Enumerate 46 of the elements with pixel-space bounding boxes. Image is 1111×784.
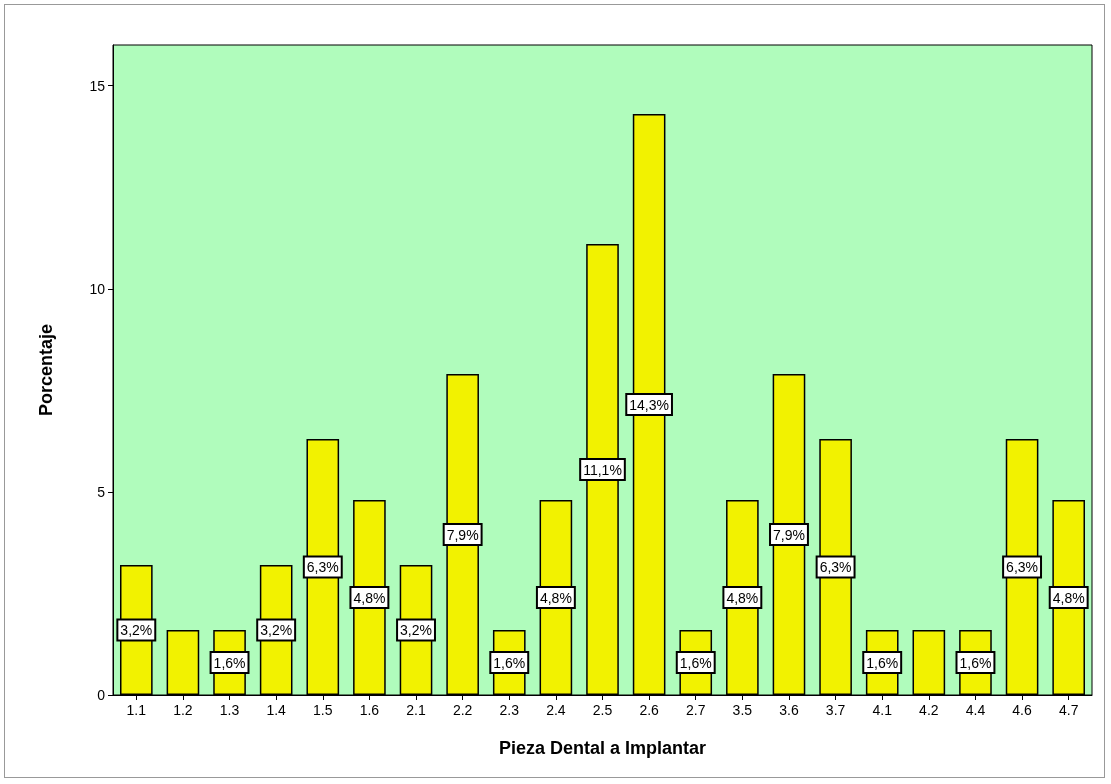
data-label: 4,8%	[353, 589, 386, 606]
x-tick-label: 1.3	[219, 702, 240, 718]
x-tick-label: 1.4	[266, 702, 287, 718]
data-label: 4,8%	[1052, 589, 1085, 606]
data-label: 7,9%	[773, 526, 805, 543]
x-tick-label: 4.2	[919, 702, 939, 718]
x-tick-label: 3.5	[732, 702, 753, 718]
data-label: 1,6%	[493, 654, 526, 671]
data-label: 6,3%	[1006, 559, 1039, 576]
x-tick-label: 4.6	[1012, 702, 1033, 718]
x-tick-label: 2.4	[546, 702, 566, 718]
x-tick-label: 2.5	[592, 702, 613, 718]
x-tick-label: 1.1	[126, 702, 147, 718]
x-tick-label: 2.7	[686, 702, 706, 718]
data-label: 14,3%	[629, 396, 669, 413]
data-label: 4,8%	[539, 589, 572, 606]
data-label: 1,6%	[679, 654, 712, 671]
x-tick-label: 1.5	[313, 702, 333, 718]
data-label: 11,1%	[583, 461, 622, 478]
y-tick-label: 5	[97, 483, 106, 500]
data-label: 3,2%	[260, 622, 293, 638]
x-tick-label: 2.1	[406, 702, 426, 718]
data-label: 1,6%	[213, 654, 246, 671]
x-tick-label: 4.1	[872, 702, 893, 718]
x-axis-title: Pieza Dental a Implantar	[498, 738, 707, 758]
data-label: 7,9%	[446, 526, 479, 543]
data-label: 3,2%	[120, 622, 153, 638]
x-tick-label: 2.3	[499, 702, 520, 718]
y-tick-label: 15	[89, 77, 106, 94]
x-tick-label: 4.4	[965, 702, 986, 718]
data-label: 1,6%	[866, 654, 899, 671]
data-label: 1,6%	[959, 654, 992, 671]
x-tick-label: 3.7	[825, 702, 846, 718]
y-axis-title: Porcentaje	[36, 323, 56, 417]
x-tick-label: 3.6	[779, 702, 799, 718]
y-tick-label: 10	[89, 280, 106, 297]
data-label: 6,3%	[819, 559, 852, 576]
x-tick-label: 1.2	[173, 702, 193, 718]
x-tick-label: 4.7	[1058, 702, 1079, 718]
data-label: 3,2%	[400, 622, 432, 638]
data-label: 4,8%	[726, 589, 759, 606]
x-tick-label: 2.6	[639, 702, 660, 718]
x-tick-label: 1.6	[359, 702, 380, 718]
x-tick-label: 2.2	[452, 702, 473, 718]
y-tick-label: 0	[97, 687, 106, 703]
data-label: 6,3%	[306, 559, 339, 576]
